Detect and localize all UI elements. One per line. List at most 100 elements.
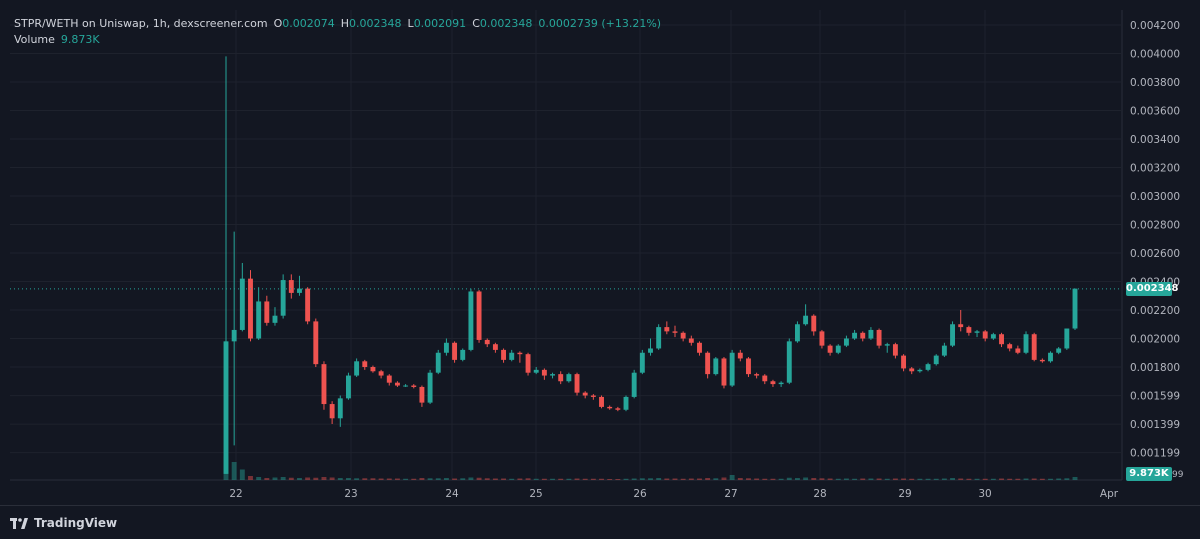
- volume-bar: [460, 478, 466, 480]
- candle-body: [803, 315, 809, 325]
- volume-bar: [607, 479, 613, 480]
- volume-bar: [239, 469, 245, 480]
- volume-bar: [950, 478, 955, 480]
- volume-label[interactable]: Volume: [14, 33, 55, 46]
- volume-bar: [386, 478, 392, 480]
- open-value: 0.002074: [282, 17, 335, 30]
- tradingview-brand[interactable]: TradingView: [10, 516, 117, 530]
- candle-body: [639, 352, 645, 373]
- volume-bar: [737, 478, 743, 480]
- candle-body: [786, 341, 792, 383]
- volume-bar: [917, 478, 923, 480]
- candle-body: [378, 371, 384, 376]
- volume-row: Volume 9.873K: [14, 32, 661, 48]
- volume-bar: [925, 478, 931, 480]
- volume-bar: [1056, 478, 1062, 480]
- candle-body: [1064, 328, 1070, 349]
- volume-bar: [403, 478, 409, 480]
- candle-body: [305, 288, 311, 322]
- volume-bar: [680, 478, 686, 480]
- candle-body: [770, 381, 776, 385]
- low-label: L: [407, 17, 414, 30]
- candle-body: [386, 375, 392, 383]
- volume-bar: [860, 478, 866, 480]
- candle-body: [239, 278, 245, 330]
- volume-bar: [721, 477, 727, 480]
- volume-bar: [941, 478, 947, 480]
- volume-bar: [990, 478, 996, 480]
- candle-body: [819, 331, 825, 346]
- volume-bar: [501, 478, 507, 480]
- candle-body: [672, 331, 678, 333]
- candle-body: [427, 372, 433, 403]
- volume-bar: [256, 477, 262, 480]
- volume-bar: [786, 477, 792, 480]
- candle-body: [346, 375, 351, 399]
- y-tick-label: 0.003000: [1130, 191, 1180, 203]
- volume-bar: [354, 478, 360, 480]
- x-tick-label: 29: [898, 488, 911, 500]
- candle-body: [1015, 348, 1021, 353]
- volume-bar: [1048, 478, 1053, 480]
- candle-body: [484, 339, 490, 345]
- volume-tag-sub: 99: [1172, 470, 1184, 480]
- volume-tag: 9.873K: [1126, 467, 1172, 481]
- candle-body: [313, 321, 319, 365]
- candle-body: [574, 374, 580, 393]
- candle-body: [648, 348, 653, 353]
- symbol-title[interactable]: STPR/WETH on Uniswap, 1h, dexscreener.co…: [14, 17, 268, 30]
- candle-body: [337, 398, 343, 419]
- open-label: O: [273, 17, 283, 30]
- chart-canvas[interactable]: 0.004200 0.004000 0.003800 0.003600 0.003400…: [0, 0, 1200, 505]
- volume-bar: [509, 478, 515, 480]
- candle-body: [835, 345, 841, 353]
- candle-body: [623, 396, 629, 410]
- candle-body: [656, 327, 662, 349]
- candle-body: [443, 342, 449, 353]
- candle-body: [288, 280, 294, 293]
- candle-body: [721, 358, 727, 386]
- volume-bar: [754, 478, 760, 480]
- volume-bar: [966, 478, 972, 480]
- candle-body: [966, 327, 972, 333]
- volume-bar: [623, 478, 629, 480]
- chart-legend: STPR/WETH on Uniswap, 1h, dexscreener.co…: [14, 16, 661, 48]
- candle-body: [827, 345, 833, 353]
- volume-bar: [264, 478, 270, 480]
- y-tick-label: 0.004200: [1130, 20, 1180, 32]
- volume-bar: [770, 478, 776, 480]
- volume-bar: [533, 478, 539, 480]
- volume-bar: [223, 456, 229, 480]
- candle-body: [362, 361, 368, 367]
- volume-bar: [615, 479, 621, 480]
- volume-bar: [803, 477, 809, 480]
- candle-body: [321, 364, 327, 405]
- volume-bar: [321, 477, 327, 480]
- candle-body: [223, 341, 229, 474]
- x-tick-label: 22: [229, 488, 242, 500]
- volume-bar: [1072, 477, 1078, 480]
- volume-bar: [999, 478, 1004, 480]
- volume-bar: [582, 478, 588, 480]
- candle-body: [901, 355, 907, 369]
- x-tick-label: 28: [813, 488, 826, 500]
- y-tick-label: 0.001599: [1130, 391, 1180, 403]
- volume-bar: [280, 477, 286, 480]
- candle-body: [280, 280, 286, 316]
- candle-body: [933, 355, 939, 365]
- volume-bar: [876, 478, 882, 480]
- volume-bar: [746, 478, 751, 480]
- tradingview-logo-icon: [10, 517, 28, 529]
- candle-body: [982, 331, 988, 339]
- close-label: C: [472, 17, 480, 30]
- candle-body: [394, 382, 400, 386]
- volume-bar: [778, 478, 784, 480]
- candle-body: [1048, 352, 1053, 362]
- candle-body: [558, 374, 564, 382]
- volume-bar: [631, 478, 637, 480]
- volume-bar: [1007, 478, 1013, 480]
- volume-bar: [272, 477, 278, 480]
- volume-bar: [705, 478, 711, 480]
- volume-bar: [713, 478, 719, 480]
